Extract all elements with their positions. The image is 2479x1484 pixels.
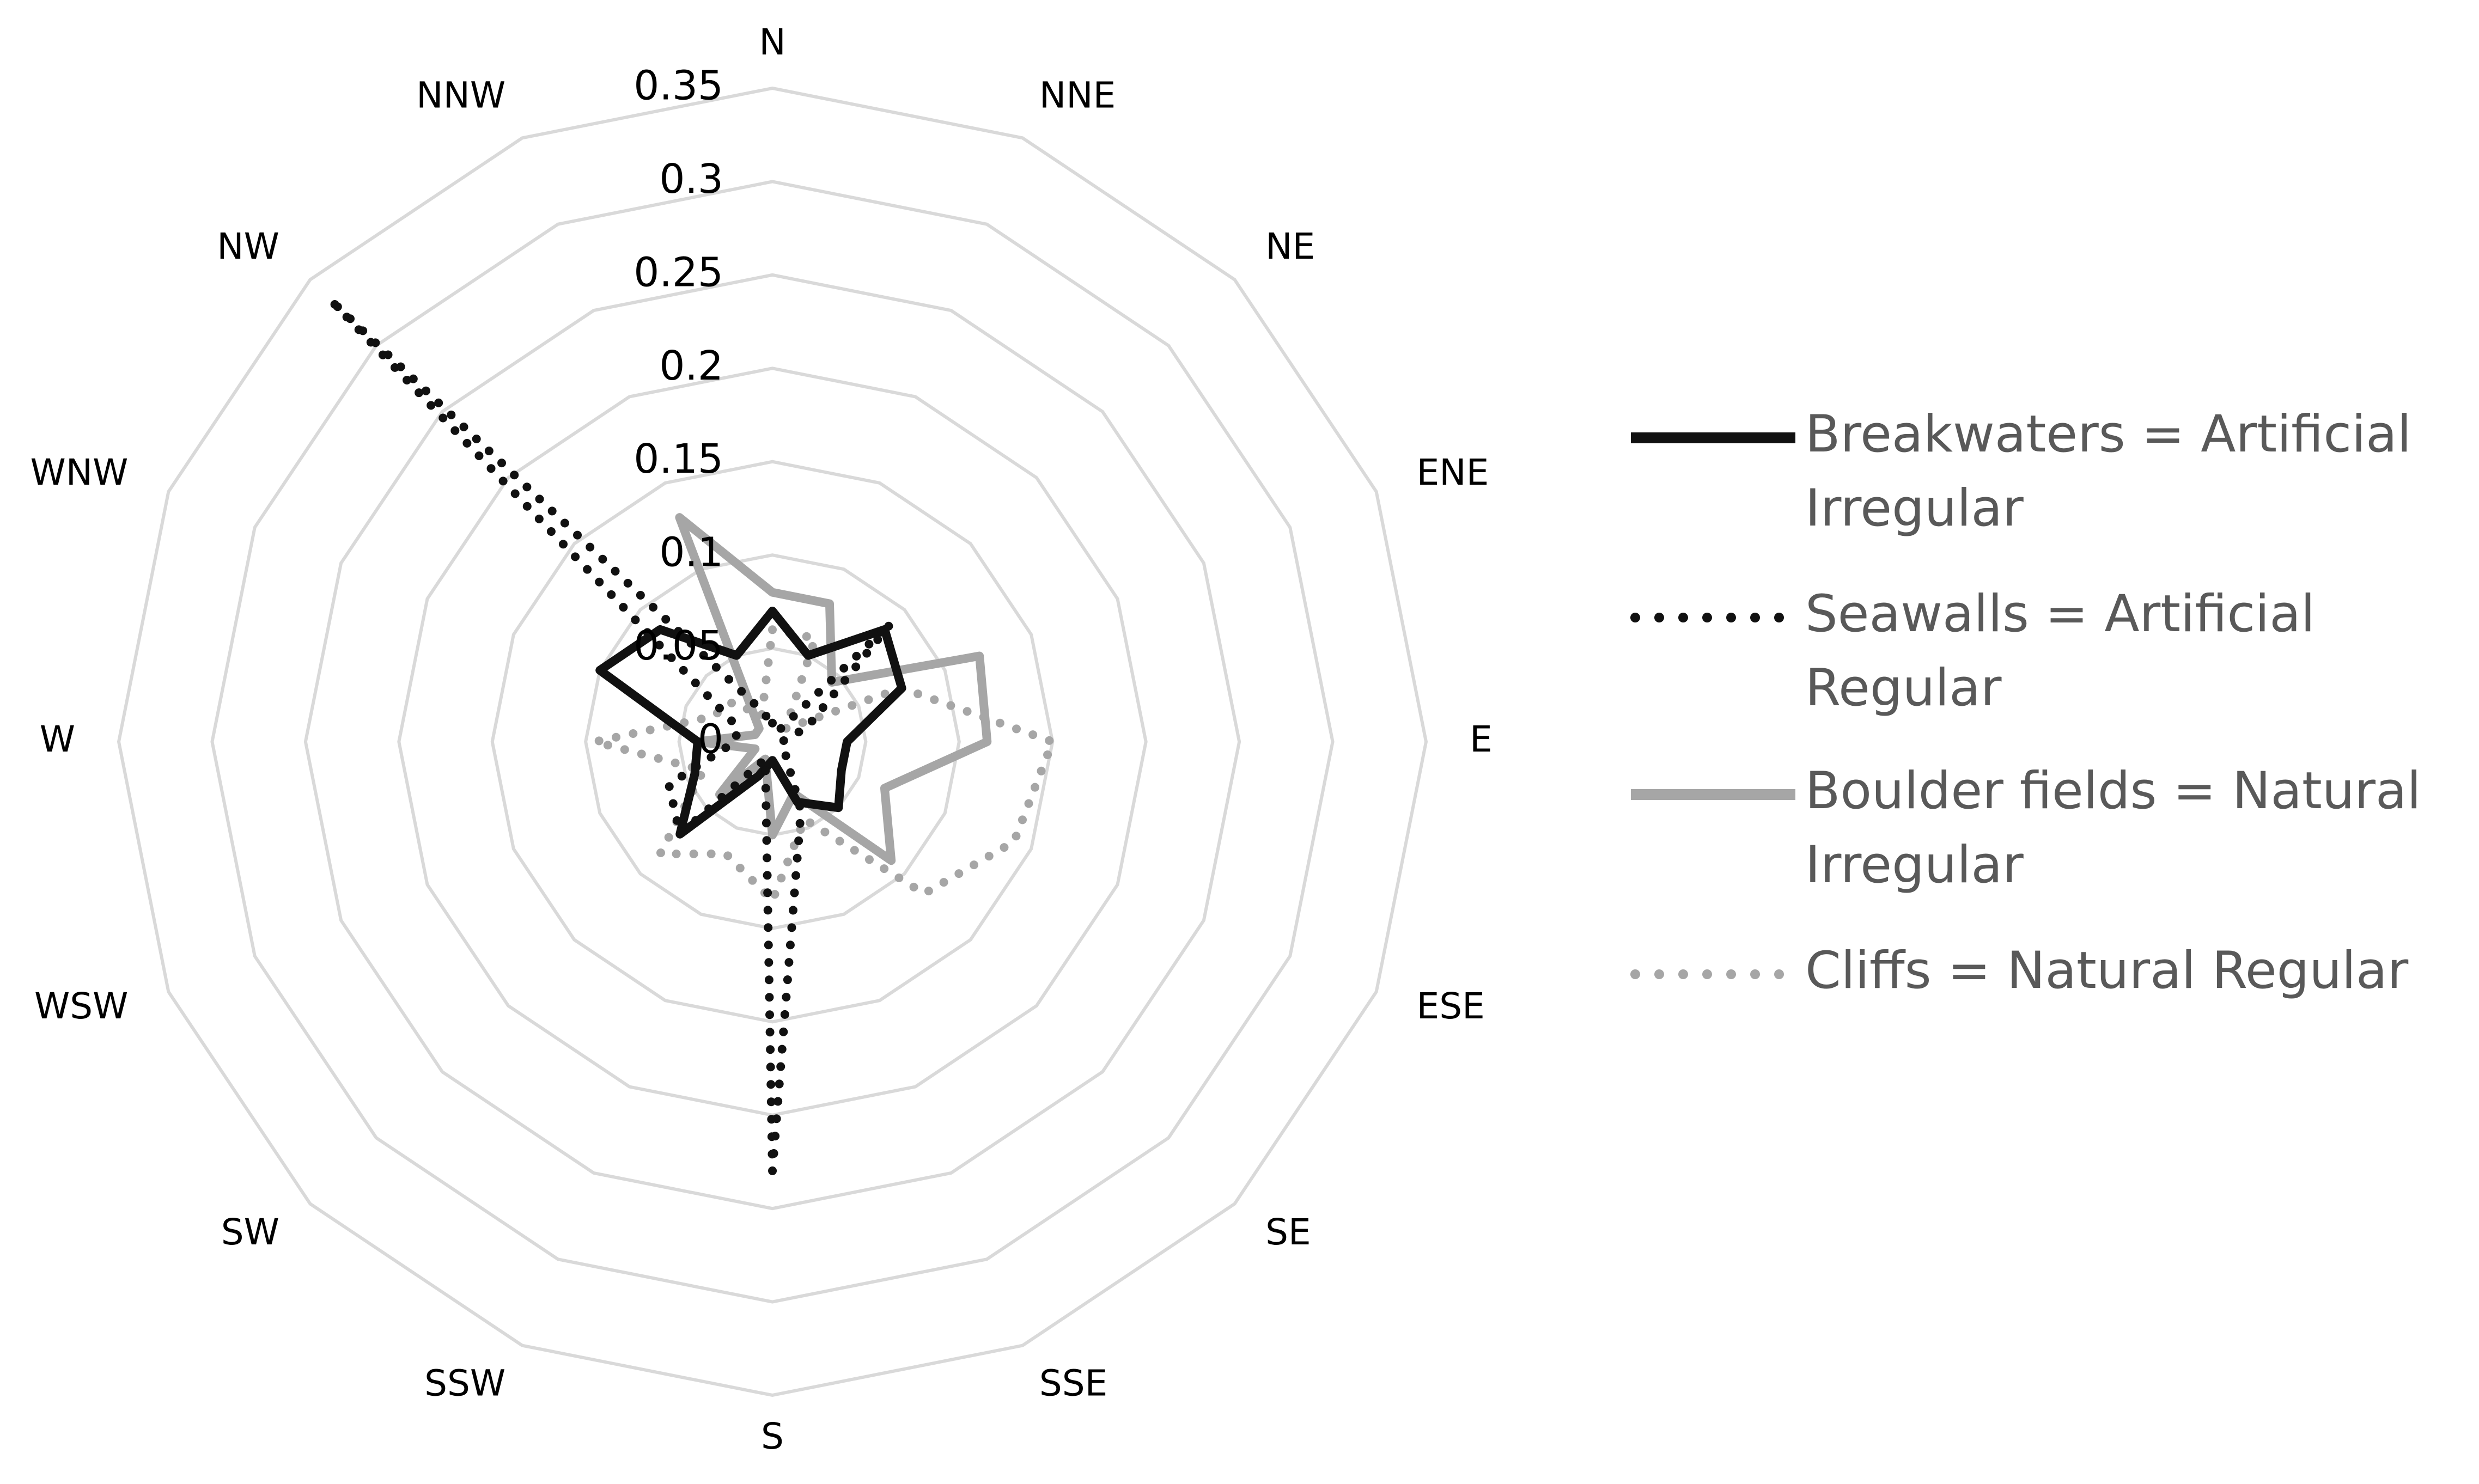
legend-swatch-boulder-fields [1631, 789, 1795, 800]
tick-label: 0.1 [659, 529, 723, 576]
tick-label: 0.25 [634, 249, 723, 296]
legend-item-boulder-fields: Boulder fields = Natural Irregular [1629, 754, 2479, 902]
direction-label: WSW [34, 985, 128, 1027]
direction-label: WNW [31, 451, 129, 493]
legend-item-cliffs: Cliffs = Natural Regular [1629, 934, 2479, 1008]
legend-item-seawalls: Seawalls = Artificial Regular [1629, 577, 2479, 725]
direction-label: SSW [424, 1363, 505, 1404]
direction-label: NNE [1039, 74, 1116, 116]
legend-swatch-breakwaters [1631, 432, 1795, 443]
radar-plot: N NNE NE ENE E ESE SE SSE S SSW SW WSW W WNW NW NNW 0 0.… [31, 21, 1493, 1457]
series-line-3 [675, 513, 992, 865]
direction-label: ENE [1417, 451, 1489, 493]
direction-label: SE [1265, 1211, 1311, 1253]
direction-labels: N NNE NE ENE E ESE SE SSE S SSW SW WSW W WNW NW NNW [31, 21, 1493, 1457]
tick-label: 0.3 [659, 156, 723, 203]
series-line-1 [595, 607, 906, 839]
legend-item-breakwaters: Breakwaters = Artificial Irregular [1629, 398, 2479, 546]
direction-label: E [1470, 718, 1493, 760]
legend-swatch-seawalls [1630, 613, 1798, 622]
direction-label: NW [217, 225, 279, 267]
direction-label: ESE [1417, 985, 1485, 1027]
direction-label: SSE [1039, 1363, 1108, 1404]
series-line-2 [325, 295, 896, 1176]
series-lines [325, 295, 1057, 1176]
legend-label-seawalls: Seawalls = Artificial Regular [1805, 584, 2315, 718]
legend-label-breakwaters: Breakwaters = Artificial Irregular [1805, 405, 2411, 538]
grid-ring-3 [490, 460, 1055, 1024]
tick-label: 0.2 [659, 343, 723, 389]
tick-label: 0 [698, 716, 723, 763]
grid-ring-4 [397, 367, 1148, 1117]
radial-tick-labels: 0 0.05 0.1 0.15 0.2 0.25 0.3 0.35 [634, 63, 723, 763]
direction-label: W [40, 718, 75, 760]
legend-label-cliffs: Cliffs = Natural Regular [1805, 941, 2409, 1000]
grid-ring-6 [210, 180, 1335, 1304]
direction-label: N [759, 21, 785, 63]
grid-ring-7 [117, 86, 1428, 1397]
direction-label: SW [221, 1211, 279, 1253]
direction-label: NNW [416, 74, 505, 116]
direction-label: NE [1265, 225, 1315, 267]
direction-label: S [761, 1415, 784, 1457]
legend-label-boulder-fields: Boulder fields = Natural Irregular [1805, 761, 2421, 895]
tick-label: 0.35 [634, 63, 723, 109]
tick-label: 0.05 [634, 622, 723, 669]
legend-swatch-cliffs [1630, 969, 1798, 979]
radar-grid [117, 86, 1428, 1397]
grid-ring-5 [303, 273, 1241, 1211]
tick-label: 0.15 [634, 436, 723, 483]
